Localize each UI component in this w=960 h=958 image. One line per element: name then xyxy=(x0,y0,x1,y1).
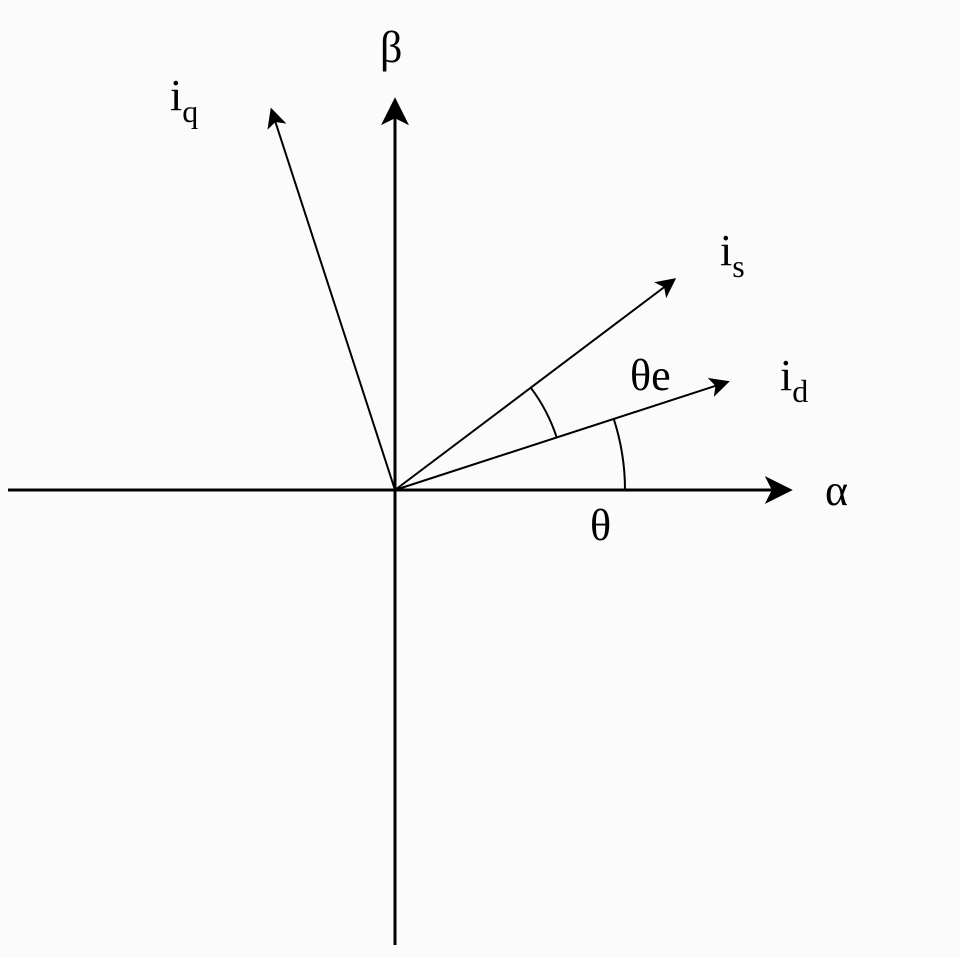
theta-arc xyxy=(614,419,625,490)
theta-arc-label: θ xyxy=(590,501,611,550)
is-vector-label: is xyxy=(720,226,745,284)
theta-e-arc-label: θe xyxy=(630,351,671,400)
iq-vector-label: iq xyxy=(170,71,198,129)
iq-vector xyxy=(271,110,395,490)
id-vector-label: id xyxy=(780,351,808,409)
beta-label: β xyxy=(380,23,402,72)
id-vector xyxy=(395,382,728,490)
theta-e-arc xyxy=(531,388,557,438)
alpha-label: α xyxy=(825,466,848,515)
vector-diagram: α β id is iq θ θe xyxy=(0,0,960,958)
